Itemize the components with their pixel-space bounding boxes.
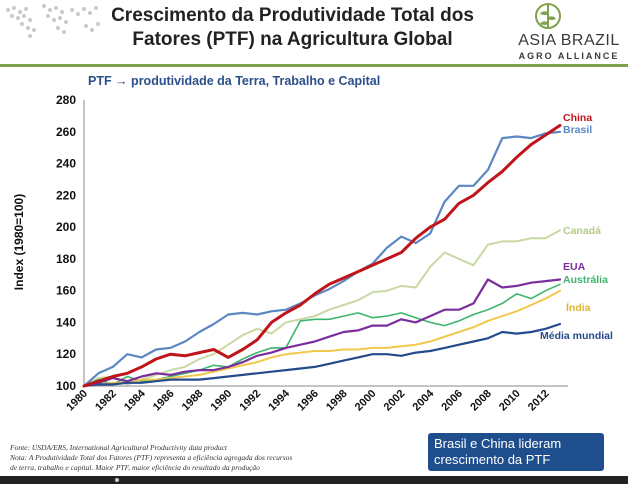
series-label: Índia [566, 301, 591, 314]
x-tick-label: 1988 [180, 388, 206, 414]
globe-leaf-icon [535, 3, 561, 29]
x-tick-labels: 1980 1982 1984 1986 1988 1990 1992 1994 1996 1998… [64, 387, 551, 413]
x-tick-label: 2004 [411, 387, 437, 413]
source-note: Fonte: USDA/ERS, International Agricultu… [10, 443, 420, 473]
logo-subtitle: AGRO ALLIANCE [518, 51, 620, 61]
y-tick-label: 220 [56, 188, 76, 202]
logo-name: ASIA BRAZIL [518, 32, 620, 49]
y-tick-label: 160 [56, 284, 76, 298]
callout-box: Brasil e China lideram crescimento da PT… [428, 433, 604, 471]
series-label: Austrália [563, 274, 608, 286]
series-line-austr-lia [83, 283, 561, 387]
world-map-decoration [6, 4, 100, 38]
series-line-m-dia-mundial [82, 322, 562, 388]
x-tick-label: 2006 [439, 388, 465, 414]
series-line-canad- [83, 229, 561, 387]
series-label: China [563, 112, 592, 124]
callout-line: crescimento da PTF [434, 452, 551, 467]
progress-dot [115, 478, 119, 482]
note-line: Nota: A Produtividade Total dos Fatores … [10, 453, 293, 462]
series-lines [82, 123, 562, 388]
y-axis-label: Index (1980=100) [12, 194, 26, 290]
x-tick-label: 1982 [93, 388, 119, 414]
series-label: Brasil [563, 124, 592, 136]
chart-title: PTF → produtividade da Terra, Trabalho e… [88, 74, 380, 88]
y-tick-label: 180 [56, 252, 76, 266]
asia-brazil-logo: ASIA BRAZIL AGRO ALLIANCE [514, 2, 624, 62]
y-tick-label: 280 [56, 93, 76, 107]
x-tick-label: 2010 [497, 388, 523, 414]
x-tick-label: 2008 [468, 388, 494, 414]
y-tick-label: 100 [56, 379, 76, 393]
x-tick-label: 2000 [353, 388, 379, 414]
x-tick-label: 1996 [295, 388, 321, 414]
note-line: de terra, trabalho e capital. Maior PTF,… [10, 463, 260, 472]
y-tick-labels: 100 120 140 160 180 200 220 240 260 280 [56, 93, 76, 393]
series-label: Canadá [563, 225, 601, 237]
series-line-eua [82, 278, 562, 388]
y-tick-label: 120 [56, 347, 76, 361]
slide-title: Crescimento da Produtividade Total dos F… [95, 4, 490, 52]
x-tick-label: 1998 [324, 388, 350, 414]
y-tick-label: 240 [56, 157, 76, 171]
slide-title-line2: Fatores (PTF) na Agricultura Global [132, 29, 453, 50]
series-line-brasil [82, 130, 562, 388]
series-line-china [82, 123, 562, 388]
series-label: Média mundial [540, 330, 613, 342]
y-tick-label: 260 [56, 125, 76, 139]
ptf-line-chart: PTF → produtividade da Terra, Trabalho e… [12, 74, 613, 413]
y-tick-label: 140 [56, 315, 76, 329]
x-tick-label: 2012 [526, 388, 552, 414]
presentation-bottom-bar [0, 476, 628, 484]
x-tick-label: 1986 [151, 388, 177, 414]
x-tick-label: 1994 [266, 387, 292, 413]
x-tick-label: 1990 [209, 388, 235, 414]
source-line: Fonte: USDA/ERS, International Agricultu… [10, 443, 227, 452]
series-label: EUA [563, 261, 586, 273]
callout-line: Brasil e China lideram [434, 436, 562, 451]
slide-title-line1: Crescimento da Produtividade Total dos [111, 5, 474, 26]
y-tick-label: 200 [56, 220, 76, 234]
series-line--ndia [83, 289, 561, 387]
chart-axes [83, 100, 568, 387]
header-divider [0, 64, 628, 67]
x-tick-label: 1992 [237, 388, 263, 414]
x-tick-label: 2002 [382, 388, 408, 414]
x-tick-label: 1984 [122, 387, 148, 413]
